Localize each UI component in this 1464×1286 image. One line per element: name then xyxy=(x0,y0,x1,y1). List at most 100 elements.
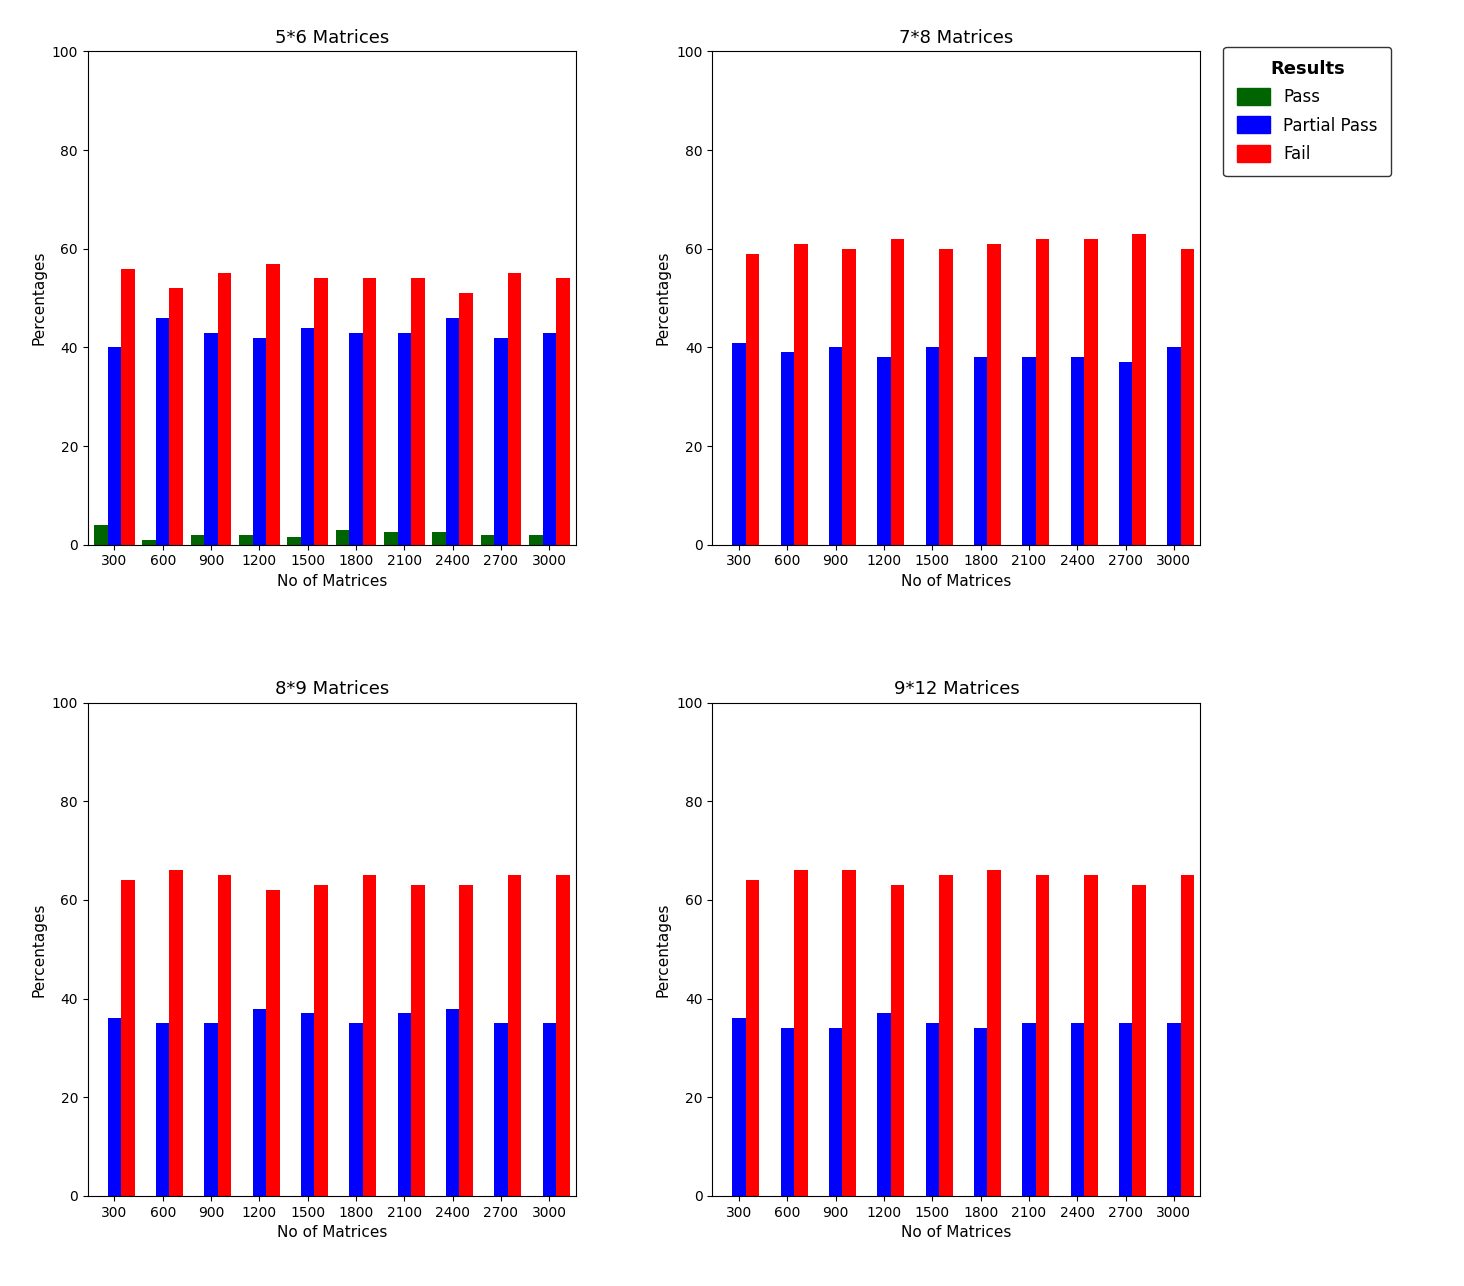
Bar xyxy=(508,876,521,1196)
Bar xyxy=(218,274,231,545)
Bar xyxy=(495,338,508,545)
Bar xyxy=(890,239,905,545)
Bar xyxy=(432,532,447,545)
Bar xyxy=(266,890,280,1196)
X-axis label: No of Matrices: No of Matrices xyxy=(277,1226,386,1240)
Bar xyxy=(205,1024,218,1196)
Bar xyxy=(302,328,315,545)
Y-axis label: Percentages: Percentages xyxy=(656,251,671,346)
Bar xyxy=(363,876,376,1196)
Bar xyxy=(94,525,108,545)
Bar xyxy=(829,1029,842,1196)
Bar xyxy=(925,1024,938,1196)
Bar xyxy=(447,318,460,545)
Bar xyxy=(1022,358,1035,545)
Bar xyxy=(508,274,521,545)
Bar xyxy=(732,342,745,545)
Bar xyxy=(460,293,473,545)
Bar xyxy=(1070,358,1083,545)
Bar xyxy=(480,535,495,545)
Bar xyxy=(398,1013,411,1196)
Bar xyxy=(363,278,376,545)
Bar xyxy=(529,535,543,545)
X-axis label: No of Matrices: No of Matrices xyxy=(902,1226,1012,1240)
Bar xyxy=(925,347,938,545)
Bar xyxy=(302,1013,315,1196)
Bar xyxy=(732,1019,745,1196)
Bar xyxy=(1083,876,1098,1196)
Bar xyxy=(1132,234,1146,545)
Bar xyxy=(1035,876,1050,1196)
Bar xyxy=(287,538,302,545)
Bar xyxy=(877,1013,890,1196)
Bar xyxy=(1022,1024,1035,1196)
Bar xyxy=(411,278,425,545)
Bar xyxy=(1118,363,1132,545)
Bar xyxy=(938,876,953,1196)
Bar xyxy=(1132,885,1146,1196)
Bar xyxy=(266,264,280,545)
Y-axis label: Percentages: Percentages xyxy=(31,901,47,997)
Bar xyxy=(938,248,953,545)
Bar xyxy=(1180,876,1195,1196)
Bar xyxy=(1167,347,1180,545)
Bar xyxy=(1035,239,1050,545)
Bar xyxy=(745,253,760,545)
Bar xyxy=(974,358,987,545)
Bar xyxy=(170,288,183,545)
Bar xyxy=(1118,1024,1132,1196)
Bar xyxy=(780,352,793,545)
Bar xyxy=(556,876,569,1196)
Bar xyxy=(556,278,569,545)
Bar xyxy=(460,885,473,1196)
Bar xyxy=(780,1029,793,1196)
Bar xyxy=(842,871,856,1196)
Title: 8*9 Matrices: 8*9 Matrices xyxy=(275,680,389,698)
Bar xyxy=(974,1029,987,1196)
Bar xyxy=(842,248,856,545)
Bar xyxy=(315,278,328,545)
Bar xyxy=(239,535,253,545)
Bar xyxy=(108,347,122,545)
Title: 5*6 Matrices: 5*6 Matrices xyxy=(275,30,389,48)
Bar xyxy=(122,880,135,1196)
Bar xyxy=(335,530,350,545)
Bar xyxy=(350,333,363,545)
Bar xyxy=(218,876,231,1196)
Bar xyxy=(384,532,398,545)
Bar xyxy=(170,871,183,1196)
Bar xyxy=(398,333,411,545)
Title: 9*12 Matrices: 9*12 Matrices xyxy=(893,680,1019,698)
Bar xyxy=(253,338,266,545)
Bar xyxy=(315,885,328,1196)
Bar xyxy=(411,885,425,1196)
Bar xyxy=(122,269,135,545)
Bar xyxy=(190,535,205,545)
Legend: Pass, Partial Pass, Fail: Pass, Partial Pass, Fail xyxy=(1224,46,1391,176)
Bar xyxy=(877,358,890,545)
X-axis label: No of Matrices: No of Matrices xyxy=(277,574,386,589)
Bar xyxy=(745,880,760,1196)
Y-axis label: Percentages: Percentages xyxy=(656,901,671,997)
Bar xyxy=(987,871,1001,1196)
Bar xyxy=(157,318,170,545)
Bar xyxy=(1167,1024,1180,1196)
Bar xyxy=(447,1008,460,1196)
X-axis label: No of Matrices: No of Matrices xyxy=(902,574,1012,589)
Bar xyxy=(1180,248,1195,545)
Bar xyxy=(205,333,218,545)
Bar xyxy=(1070,1024,1083,1196)
Bar xyxy=(987,244,1001,545)
Bar xyxy=(793,871,808,1196)
Bar xyxy=(108,1019,122,1196)
Bar xyxy=(157,1024,170,1196)
Bar xyxy=(543,333,556,545)
Bar xyxy=(1083,239,1098,545)
Bar xyxy=(543,1024,556,1196)
Bar xyxy=(253,1008,266,1196)
Y-axis label: Percentages: Percentages xyxy=(31,251,47,346)
Bar xyxy=(350,1024,363,1196)
Bar xyxy=(495,1024,508,1196)
Bar xyxy=(829,347,842,545)
Bar xyxy=(890,885,905,1196)
